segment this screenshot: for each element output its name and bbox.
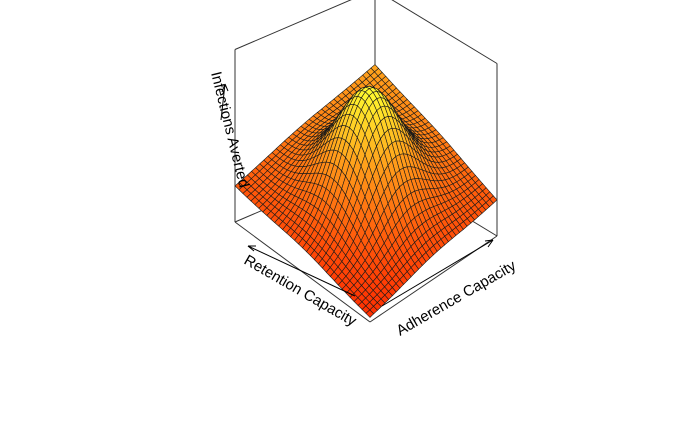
surface-facet [365,309,375,318]
x-axis-arrow [247,245,356,297]
z-axis-arrow [220,83,229,121]
box-edge [391,0,498,64]
box-edge [234,0,352,50]
surface-mesh [234,64,498,318]
z-axis-label: Infections Averted [207,70,252,190]
y-axis-arrow [381,239,494,307]
